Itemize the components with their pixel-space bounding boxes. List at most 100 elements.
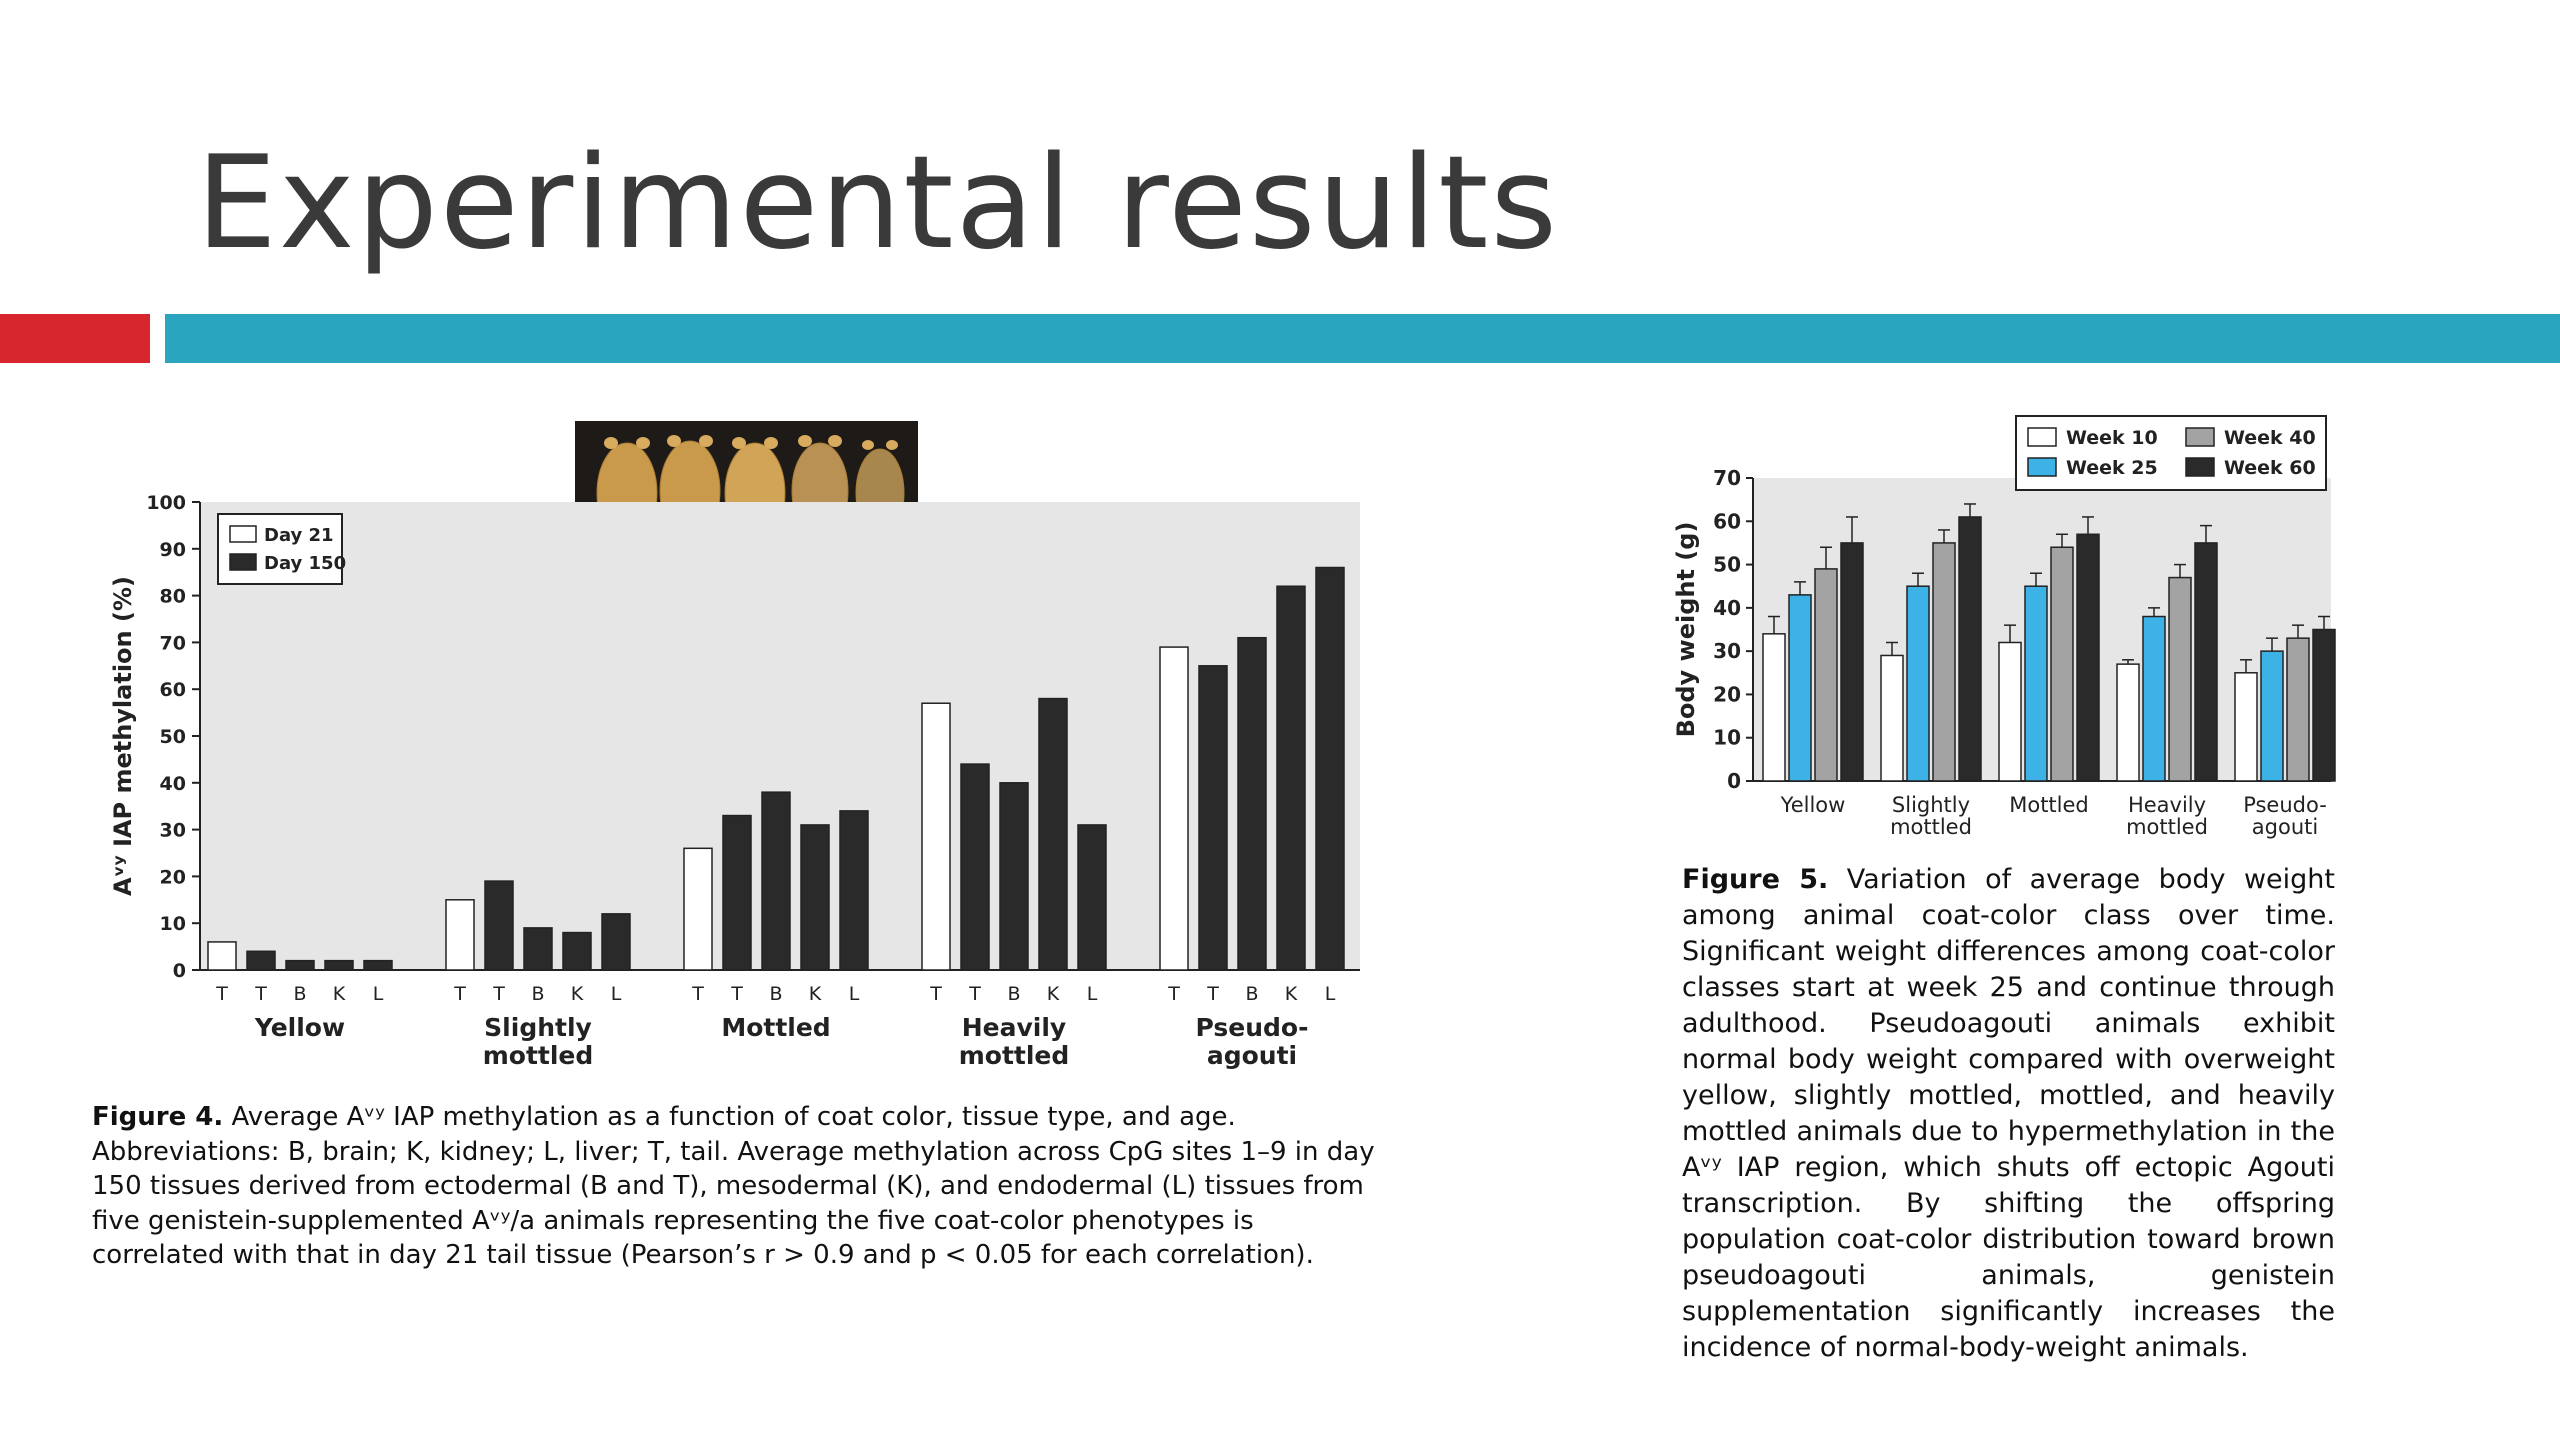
- bar: [285, 959, 315, 971]
- legend: Day 21 Day 150: [217, 513, 346, 585]
- bar: [960, 763, 990, 971]
- legend-label: Week 60: [2224, 457, 2316, 479]
- group-label: Slightly mottled: [483, 1013, 594, 1070]
- bar: [601, 913, 631, 971]
- category-label: Slightly mottled: [1890, 793, 1972, 839]
- bar: [207, 941, 237, 971]
- legend-label: Day 150: [264, 553, 346, 574]
- y-tick-label: 30: [160, 820, 186, 842]
- figure5-chart: 0 10 20 30 40 50 60 70 Body weight (g) Yellow Slig…: [1672, 415, 2336, 839]
- y-tick-label: 40: [1713, 596, 1741, 620]
- figure4-caption: Figure 4. Average Aᵛʸ IAP methylation as…: [92, 1100, 1392, 1273]
- group-label: Yellow: [254, 1013, 345, 1042]
- bar: [324, 959, 354, 971]
- bar: [1814, 568, 1838, 782]
- category-label: Heavily mottled: [2126, 793, 2208, 839]
- tissue-tick-label: L: [1325, 983, 1336, 1005]
- bar: [562, 931, 592, 971]
- figure4-caption-label: Figure 4.: [92, 1102, 224, 1132]
- tissue-tick-label: K: [1285, 983, 1298, 1005]
- tissue-tick-label: T: [492, 983, 505, 1005]
- bar: [2116, 663, 2140, 782]
- bar: [1880, 654, 1904, 782]
- legend-swatch: [2027, 427, 2057, 447]
- legend-swatch: [2185, 457, 2215, 477]
- tissue-tick-label: K: [1047, 983, 1060, 1005]
- legend-swatch: [2185, 427, 2215, 447]
- y-tick-label: 20: [160, 866, 186, 888]
- bar: [1198, 665, 1228, 971]
- title-accent-blue: [165, 314, 2560, 363]
- tissue-tick-label: T: [1167, 983, 1180, 1005]
- group-label: Pseudo-agouti: [1196, 1013, 1309, 1070]
- tissue-tick-label: T: [730, 983, 743, 1005]
- bar: [2168, 576, 2192, 782]
- bar: [1762, 633, 1786, 782]
- bar: [1159, 646, 1189, 971]
- y-tick-label: 60: [160, 679, 186, 701]
- tissue-tick-label: L: [849, 983, 860, 1005]
- tissue-tick-label: L: [373, 983, 384, 1005]
- title-accent-red: [0, 314, 150, 363]
- legend-box: [2015, 415, 2327, 491]
- bar: [1906, 585, 1930, 782]
- bar: [1932, 542, 1956, 782]
- figure4-caption-text: Average Aᵛʸ IAP methylation as a functio…: [92, 1102, 1375, 1270]
- bar: [246, 950, 276, 971]
- bar: [2142, 615, 2166, 782]
- legend-swatch: [229, 525, 257, 543]
- bar: [2076, 533, 2100, 782]
- category-label: Yellow: [1780, 793, 1846, 817]
- legend-label: Week 10: [2066, 427, 2158, 449]
- legend-label: Day 21: [264, 525, 334, 546]
- bar: [2312, 628, 2336, 782]
- legend-swatch: [2027, 457, 2057, 477]
- tissue-tick-label: B: [769, 983, 782, 1005]
- legend-swatch: [229, 553, 257, 571]
- bar: [800, 824, 830, 971]
- y-tick-label: 30: [1713, 639, 1741, 663]
- bar: [1038, 697, 1068, 971]
- tissue-tick-label: B: [1007, 983, 1020, 1005]
- figure5-caption: Figure 5. Variation of average body weig…: [1682, 862, 2335, 1366]
- bar: [722, 814, 752, 971]
- bar: [921, 702, 951, 971]
- tissue-tick-label: L: [1087, 983, 1098, 1005]
- category-label: Pseudo-agouti: [2243, 793, 2327, 839]
- tissue-tick-label: T: [453, 983, 466, 1005]
- bar: [2050, 546, 2074, 782]
- y-tick-label: 70: [1713, 466, 1741, 490]
- tissue-tick-label: T: [691, 983, 704, 1005]
- figure4-chart: 0 10 20 30 40 50 60 70 80 90 100 Aᵛʸ IAP methylatio…: [109, 492, 1360, 1070]
- tissue-tick-label: T: [968, 983, 981, 1005]
- figure5-caption-text: Variation of average body weight among a…: [1682, 864, 2336, 1363]
- bar: [1998, 641, 2022, 782]
- y-tick-label: 70: [160, 632, 186, 654]
- bar: [683, 847, 713, 971]
- bar: [1958, 516, 1982, 782]
- legend: Week 10 Week 25 Week 40 Week 60: [2015, 415, 2327, 491]
- tissue-tick-label: K: [809, 983, 822, 1005]
- y-tick-label: 10: [160, 913, 186, 935]
- bar: [1276, 585, 1306, 971]
- y-tick-label: 0: [173, 960, 186, 982]
- tissue-tick-label: K: [333, 983, 346, 1005]
- bar: [445, 899, 475, 971]
- category-label: Mottled: [2009, 793, 2089, 817]
- bar: [1315, 566, 1345, 971]
- y-tick-label: 10: [1713, 726, 1741, 750]
- y-tick-label: 60: [1713, 509, 1741, 533]
- bar: [484, 880, 514, 971]
- bar: [2194, 542, 2218, 782]
- legend-label: Week 40: [2224, 427, 2316, 449]
- bar: [761, 791, 791, 971]
- tissue-tick-label: T: [215, 983, 228, 1005]
- y-tick-label: 40: [160, 773, 186, 795]
- tissue-tick-label: B: [293, 983, 306, 1005]
- y-tick-label: 20: [1713, 682, 1741, 706]
- y-axis-label: Aᵛʸ IAP methylation (%): [109, 576, 137, 896]
- bar: [1237, 636, 1267, 971]
- y-axis-label: Body weight (g): [1672, 522, 1700, 738]
- group-label: Heavily mottled: [959, 1013, 1070, 1070]
- tissue-tick-label: L: [611, 983, 622, 1005]
